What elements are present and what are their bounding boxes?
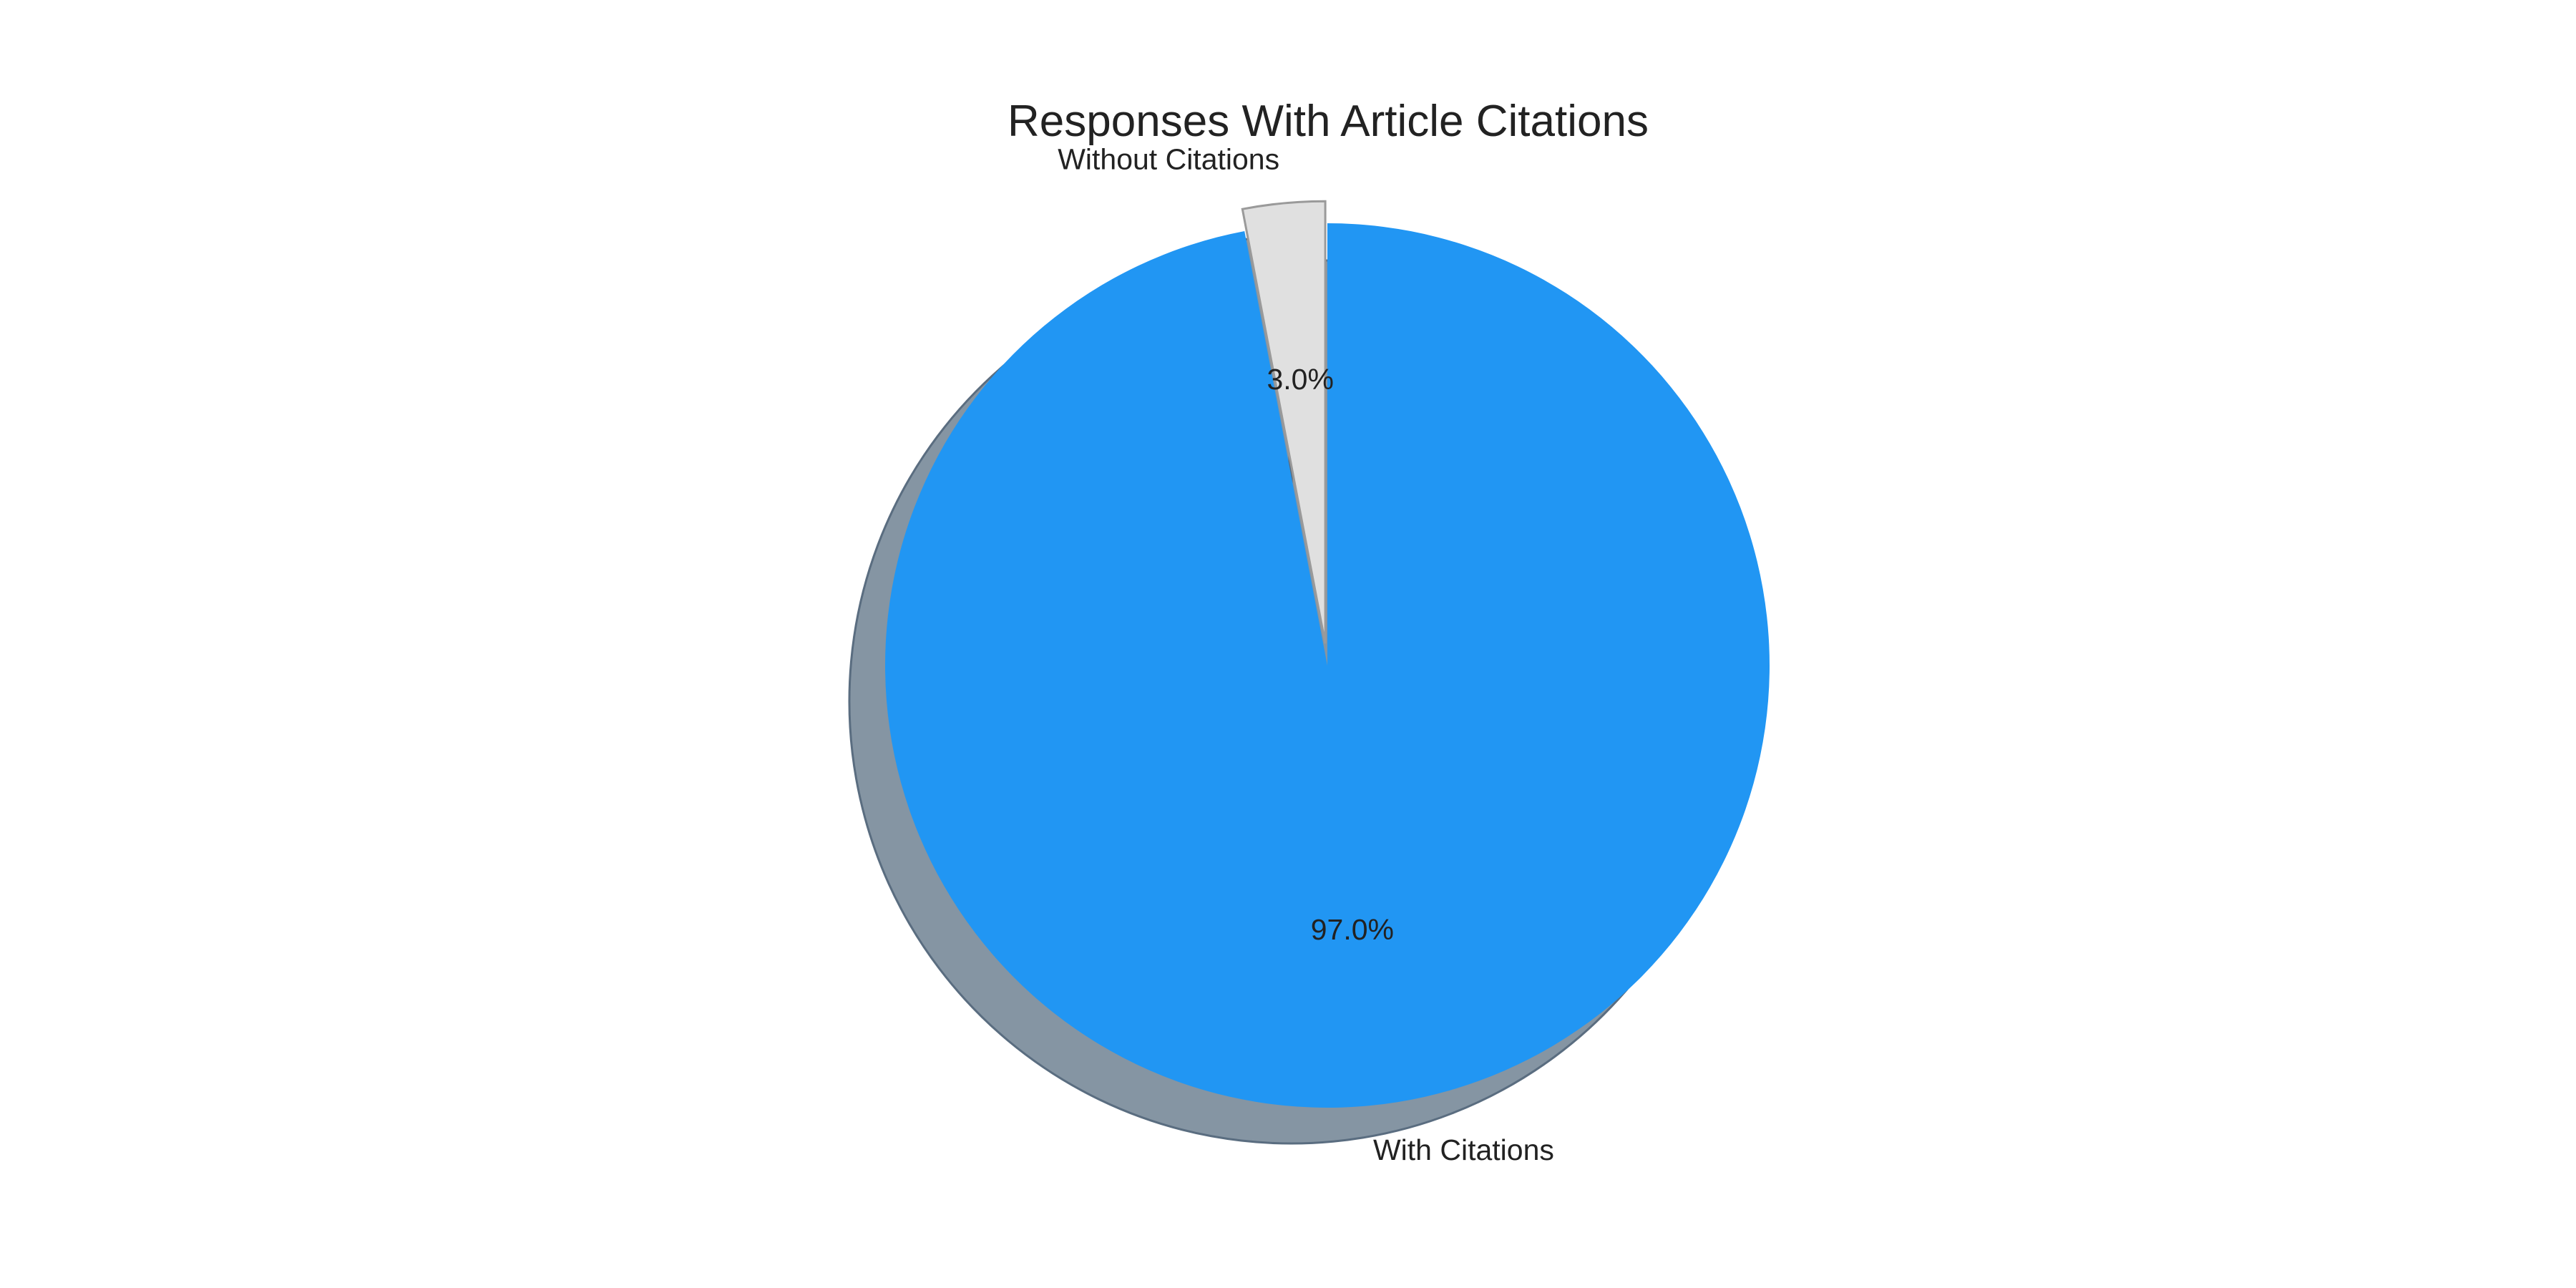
slice-percent-with-citations: 97.0% xyxy=(1311,913,1394,946)
slice-with-citations xyxy=(885,223,1770,1108)
slice-label-without-citations: Without Citations xyxy=(1058,142,1279,175)
slice-label-with-citations: With Citations xyxy=(1373,1133,1554,1166)
slice-without-citations xyxy=(1241,200,1327,644)
slice-percent-without-citations: 3.0% xyxy=(1267,363,1333,396)
chart-title: Responses With Article Citations xyxy=(1008,97,1649,146)
pie-slices xyxy=(885,200,1770,1108)
pie-labels: Without Citations 3.0% With Citations 97.0% xyxy=(1058,142,1554,1166)
